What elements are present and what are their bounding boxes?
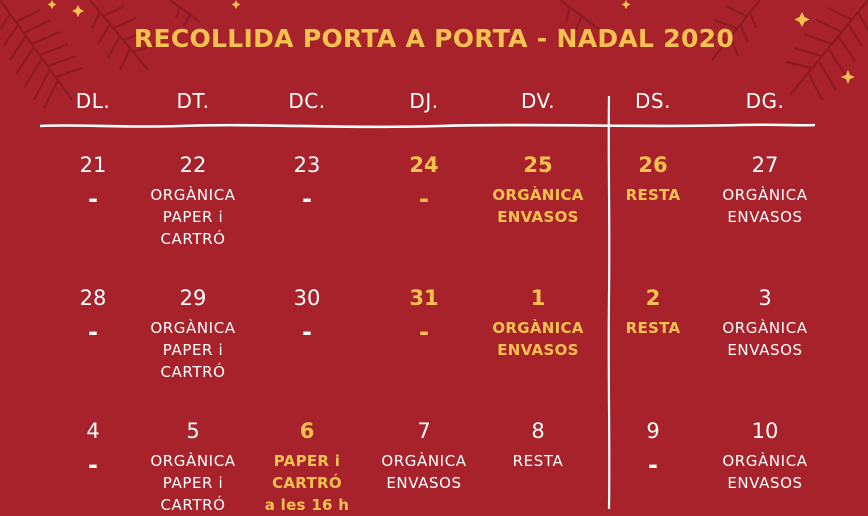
calendar-day: 24 -: [354, 152, 494, 212]
calendar-day: 23 -: [237, 152, 377, 212]
calendar-day: 28 -: [23, 285, 163, 345]
no-collection-dash: -: [88, 451, 98, 479]
day-number: 6: [299, 419, 315, 443]
day-number: 22: [179, 153, 207, 177]
day-number: 7: [417, 419, 431, 443]
day-number: 8: [531, 419, 545, 443]
calendar-day: 22 ORGÀNICA PAPER i CARTRÓ: [123, 152, 263, 250]
day-number: 9: [646, 419, 660, 443]
star-icon: [841, 70, 855, 84]
no-collection-dash: -: [419, 185, 429, 213]
collection-type: ORGÀNICA ENVASOS: [381, 452, 467, 492]
day-number: 26: [638, 153, 668, 177]
calendar-day: 29 ORGÀNICA PAPER i CARTRÓ: [123, 285, 263, 383]
calendar-day: 30 -: [237, 285, 377, 345]
day-number: 3: [758, 286, 772, 310]
collection-type: ORGÀNICA ENVASOS: [722, 452, 808, 492]
weekday-label: DV.: [520, 89, 555, 113]
weekday-label: DJ.: [409, 89, 439, 113]
calendar-day: 27 ORGÀNICA ENVASOS: [695, 152, 835, 228]
collection-type: ORGÀNICA ENVASOS: [492, 186, 584, 226]
star-icon: [72, 5, 84, 17]
weekend-divider: [607, 96, 611, 509]
calendar-day: 9-: [583, 418, 723, 478]
collection-type: RESTA: [625, 319, 681, 337]
day-number: 25: [523, 153, 553, 177]
collection-type: ORGÀNICA ENVASOS: [722, 186, 808, 226]
no-collection-dash: -: [419, 318, 429, 346]
calendar-day: 31 -: [354, 285, 494, 345]
day-number: 23: [293, 153, 321, 177]
weekday-label: DT.: [176, 89, 210, 113]
weekday-label: DG.: [745, 89, 785, 113]
calendar-day: 25 ORGÀNICA ENVASOS: [468, 152, 608, 228]
star-icon: [231, 0, 241, 9]
calendar-day: 7 ORGÀNICA ENVASOS: [354, 418, 494, 494]
calendar-day: 4-: [23, 418, 163, 478]
day-number: 1: [530, 286, 546, 310]
star-icon: [621, 0, 631, 9]
weekday-label: DS.: [635, 89, 671, 113]
calendar-day: 2 RESTA: [583, 285, 723, 339]
weekday-label: DL.: [75, 89, 111, 113]
day-number: 31: [409, 286, 439, 310]
collection-type: ORGÀNICA PAPER i CARTRÓ: [150, 186, 236, 248]
day-number: 5: [186, 419, 200, 443]
day-number: 2: [645, 286, 661, 310]
day-number: 29: [179, 286, 207, 310]
star-icon: [47, 0, 57, 9]
calendar-day: 26 RESTA: [583, 152, 723, 206]
collection-type: RESTA: [625, 186, 681, 204]
collection-type: ORGÀNICA PAPER i CARTRÓ: [150, 319, 236, 381]
calendar-day: 3 ORGÀNICA ENVASOS: [695, 285, 835, 361]
calendar-day: 1 ORGÀNICA ENVASOS: [468, 285, 608, 361]
collection-type: ORGÀNICA ENVASOS: [492, 319, 584, 359]
day-number: 21: [79, 153, 107, 177]
day-number: 10: [751, 419, 779, 443]
no-collection-dash: -: [302, 185, 312, 213]
collection-type: RESTA: [512, 452, 564, 470]
no-collection-dash: -: [88, 318, 98, 346]
day-number: 4: [86, 419, 100, 443]
page-title: RECOLLIDA PORTA A PORTA - NADAL 2020: [133, 24, 735, 53]
header-divider: [40, 123, 815, 129]
calendar-day: 21 -: [23, 152, 163, 212]
calendar-day: 8 RESTA: [468, 418, 608, 472]
day-number: 28: [79, 286, 107, 310]
calendar-day: 10 ORGÀNICA ENVASOS: [695, 418, 835, 494]
weekday-label: DC.: [288, 89, 326, 113]
day-number: 30: [293, 286, 321, 310]
no-collection-dash: -: [648, 451, 658, 479]
collection-type: ORGÀNICA ENVASOS: [722, 319, 808, 359]
day-number: 27: [751, 153, 779, 177]
day-number: 24: [409, 153, 439, 177]
no-collection-dash: -: [302, 318, 312, 346]
no-collection-dash: -: [88, 185, 98, 213]
